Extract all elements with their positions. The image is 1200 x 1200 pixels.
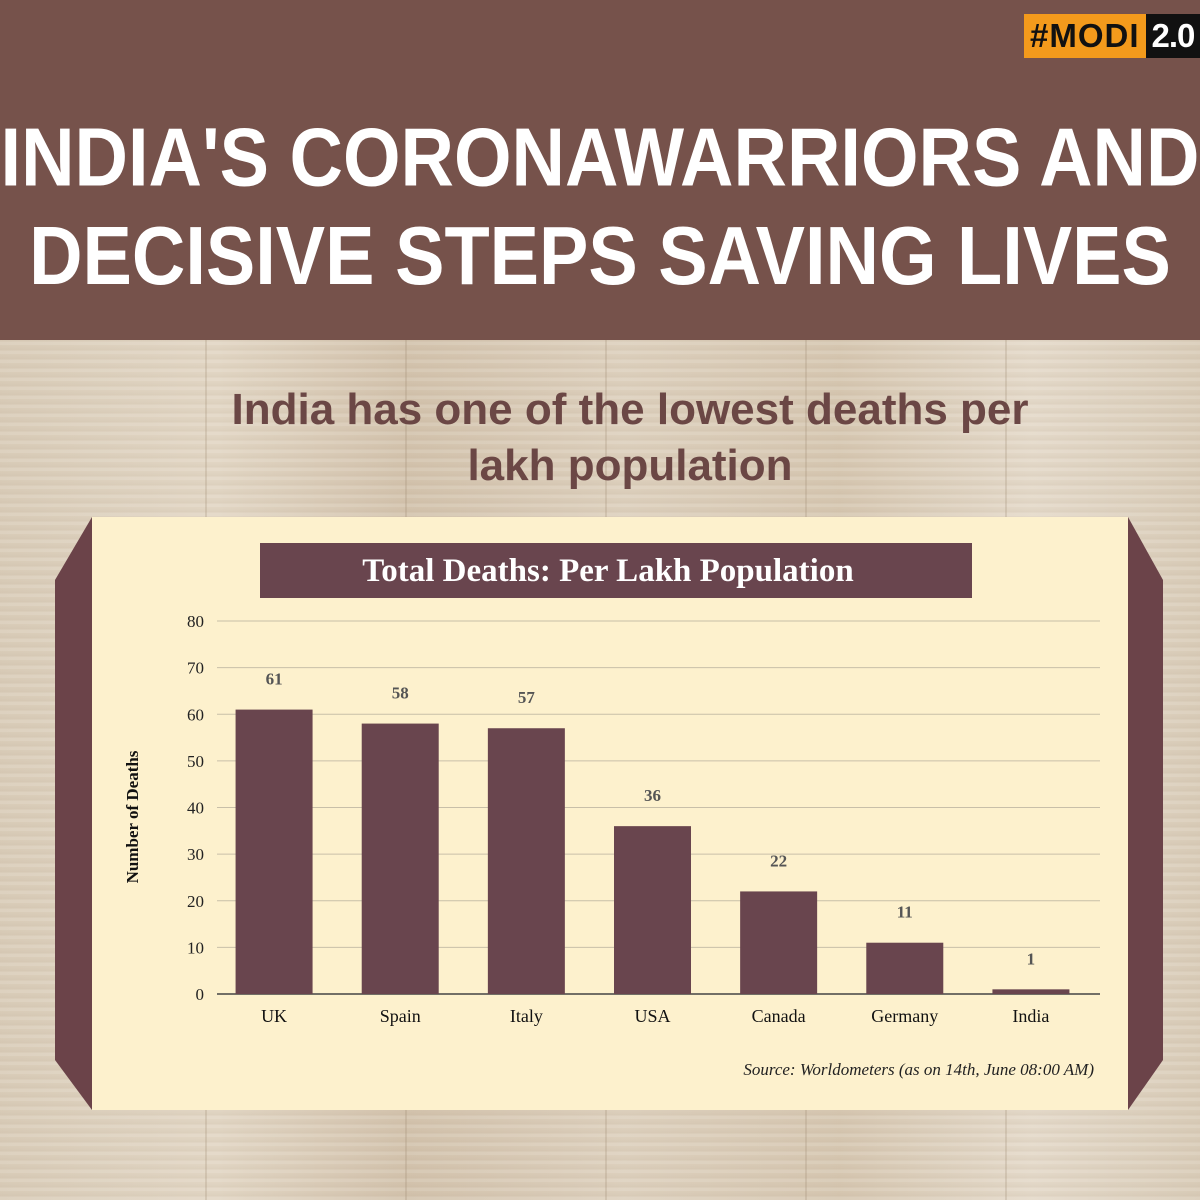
- y-tick-label: 80: [187, 612, 204, 631]
- bar-italy: [487, 728, 565, 994]
- x-tick-label: Italy: [510, 1006, 543, 1026]
- y-tick-label: 0: [196, 985, 205, 1004]
- modi-badge: #MODI 2.0: [1024, 14, 1200, 58]
- x-tick-label: India: [1012, 1006, 1049, 1026]
- bar-germany: [866, 942, 944, 994]
- headline-line-1: INDIA'S CORONAWARRIORS AND: [0, 110, 1200, 204]
- bar-usa: [614, 826, 691, 994]
- x-tick-label: UK: [261, 1006, 287, 1026]
- data-label: 57: [518, 688, 536, 707]
- bar-canada: [740, 891, 818, 994]
- data-label: 58: [392, 684, 409, 703]
- data-label: 61: [266, 670, 283, 689]
- bar-india: [992, 989, 1070, 994]
- headline-line-2: DECISIVE STEPS SAVING LIVES: [29, 208, 1171, 302]
- source-note: Source: Worldometers (as on 14th, June 0…: [743, 1060, 1094, 1079]
- headline: INDIA'S CORONAWARRIORS AND DECISIVE STEP…: [0, 108, 1200, 305]
- y-tick-label: 50: [187, 752, 204, 771]
- subheading-line-1: India has one of the lowest deaths per: [231, 385, 1029, 434]
- y-axis-label: Number of Deaths: [123, 750, 142, 883]
- header-banner: #MODI 2.0 INDIA'S CORONAWARRIORS AND DEC…: [0, 0, 1200, 340]
- y-tick-label: 20: [187, 892, 204, 911]
- frame-right: [1128, 517, 1163, 1110]
- y-tick-label: 30: [187, 845, 204, 864]
- y-tick-label: 40: [187, 799, 204, 818]
- x-tick-label: Germany: [871, 1006, 938, 1026]
- chart-title-box: [260, 543, 972, 598]
- frame-left: [55, 517, 92, 1110]
- y-tick-label: 70: [187, 659, 204, 678]
- x-tick-label: Canada: [752, 1006, 806, 1026]
- bar-spain: [361, 723, 439, 994]
- y-tick-label: 10: [187, 938, 204, 957]
- chart-title: Total Deaths: Per Lakh Population: [362, 553, 853, 589]
- subheading-line-2: lakh population: [467, 441, 793, 490]
- data-label: 1: [1027, 949, 1036, 968]
- data-label: 36: [644, 786, 661, 805]
- bar-uk: [235, 709, 313, 994]
- data-label: 22: [770, 851, 787, 870]
- data-label: 11: [897, 903, 913, 922]
- y-tick-label: 60: [187, 705, 204, 724]
- subheading: India has one of the lowest deaths per l…: [150, 382, 1110, 494]
- badge-hash-label: #MODI: [1024, 14, 1146, 58]
- x-tick-label: Spain: [380, 1006, 421, 1026]
- x-tick-label: USA: [634, 1006, 670, 1026]
- badge-version-label: 2.0: [1145, 14, 1200, 58]
